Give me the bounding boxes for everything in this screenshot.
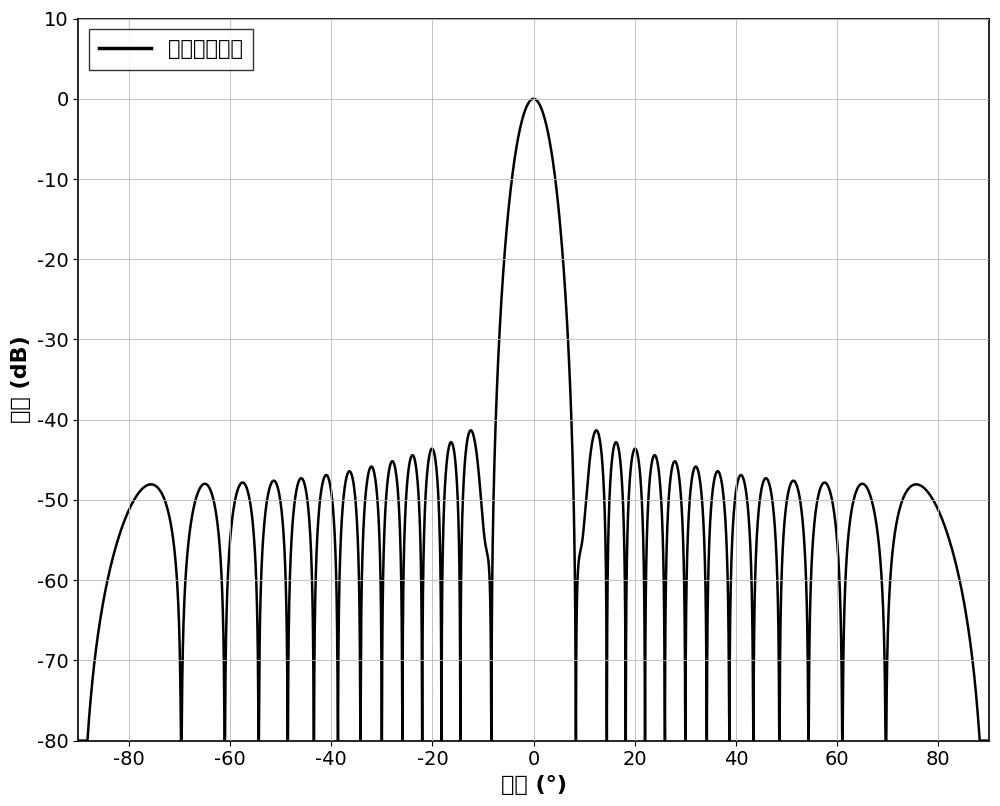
Legend: 平均旁瓣最小: 平均旁瓣最小 xyxy=(89,29,253,70)
Y-axis label: 幅度 (dB): 幅度 (dB) xyxy=(11,336,31,423)
X-axis label: 角度 (°): 角度 (°) xyxy=(501,775,567,795)
